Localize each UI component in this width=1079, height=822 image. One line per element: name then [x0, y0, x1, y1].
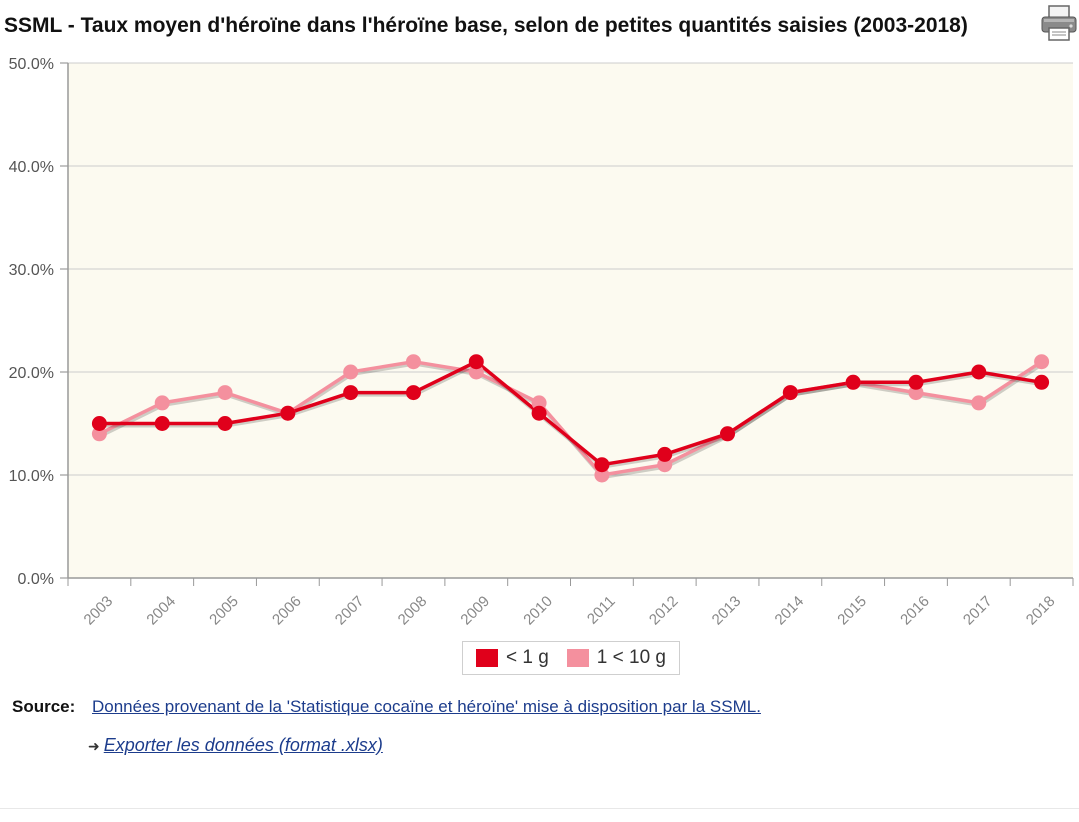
- data-point-series-0: [280, 405, 296, 421]
- source-link[interactable]: Données provenant de la 'Statistique coc…: [92, 697, 761, 716]
- data-point-series-1: [91, 426, 107, 442]
- data-point-series-1: [657, 457, 673, 473]
- x-tick-label: 2016: [897, 593, 933, 629]
- x-tick-label: 2012: [646, 593, 682, 629]
- x-tick-label: 2011: [584, 593, 619, 628]
- source-label: Source:: [12, 697, 76, 716]
- data-point-series-1: [1034, 354, 1050, 370]
- line-chart: 0.0% 10.0% 20.0% 30.0% 40.0% 50.0% 2003 2004 200…: [9, 56, 1074, 629]
- legend-swatch-lt-1g: [476, 649, 498, 667]
- x-tick-label: 2010: [520, 593, 556, 629]
- data-point-series-0: [531, 405, 547, 421]
- data-point-series-0: [91, 416, 107, 431]
- x-tick-label: 2009: [457, 593, 493, 629]
- legend-label-1-10g: 1 < 10 g: [596, 647, 666, 668]
- y-tick-label: 20.0%: [9, 365, 54, 382]
- data-point-series-0: [971, 364, 987, 380]
- data-point-series-1: [971, 395, 987, 411]
- x-tick-label: 2018: [1023, 593, 1059, 629]
- y-tick-label: 30.0%: [9, 262, 54, 279]
- export-row: ➜ Exporter les données (format .xlsx): [88, 735, 383, 756]
- data-point-series-0: [908, 374, 924, 390]
- data-point-series-0: [845, 374, 861, 390]
- data-point-series-0: [657, 446, 673, 462]
- y-tick-label: 50.0%: [9, 56, 54, 73]
- data-point-series-0: [594, 457, 610, 473]
- x-tick-label: 2015: [834, 593, 870, 629]
- data-point-series-1: [405, 354, 421, 370]
- x-tick-label: 2017: [960, 593, 996, 629]
- data-point-series-1: [217, 385, 233, 401]
- data-point-series-1: [594, 467, 610, 483]
- legend-item-lt-1g[interactable]: < 1 g: [476, 647, 549, 669]
- data-point-series-0: [405, 385, 421, 401]
- x-tick-label: 2005: [206, 593, 242, 629]
- data-point-series-1: [531, 395, 547, 411]
- data-point-series-1: [468, 364, 484, 380]
- export-data-link[interactable]: Exporter les données (format .xlsx): [103, 735, 383, 755]
- y-tick-label: 0.0%: [18, 571, 54, 588]
- data-point-series-0: [343, 385, 359, 401]
- printer-icon[interactable]: [1040, 4, 1078, 42]
- legend-item-1-10g[interactable]: 1 < 10 g: [566, 647, 666, 669]
- data-point-series-0: [468, 354, 484, 370]
- series-points: [91, 354, 1050, 483]
- legend-swatch-1-10g: [566, 649, 589, 667]
- x-tick-label: 2014: [772, 593, 808, 629]
- x-tick-label: 2006: [269, 593, 305, 629]
- data-point-series-0: [154, 416, 170, 431]
- x-tick-label: 2013: [709, 593, 745, 629]
- data-point-series-1: [908, 385, 924, 401]
- y-tick-label: 10.0%: [9, 468, 54, 485]
- chart-title: SSML - Taux moyen d'héroïne dans l'héroï…: [4, 14, 968, 37]
- data-point-series-0: [1034, 374, 1050, 390]
- x-tick-label: 2007: [332, 593, 368, 629]
- x-tick-label: 2004: [143, 593, 179, 629]
- data-point-series-1: [343, 364, 359, 380]
- chart-legend: < 1 g 1 < 10 g: [462, 641, 680, 675]
- x-tick-label: 2008: [395, 593, 431, 629]
- data-point-series-0: [720, 426, 736, 442]
- plot-area: [68, 63, 1073, 578]
- legend-label-lt-1g: < 1 g: [506, 647, 549, 668]
- x-tick-label: 2003: [81, 593, 117, 629]
- data-point-series-0: [217, 416, 233, 431]
- series-lines: [98, 359, 1044, 479]
- series-line-0: [99, 359, 1042, 467]
- data-point-series-1: [154, 395, 170, 411]
- arrow-right-icon: ➜: [88, 738, 100, 754]
- bottom-divider: [0, 808, 1079, 809]
- data-point-series-0: [782, 385, 798, 401]
- y-tick-label: 40.0%: [9, 159, 54, 176]
